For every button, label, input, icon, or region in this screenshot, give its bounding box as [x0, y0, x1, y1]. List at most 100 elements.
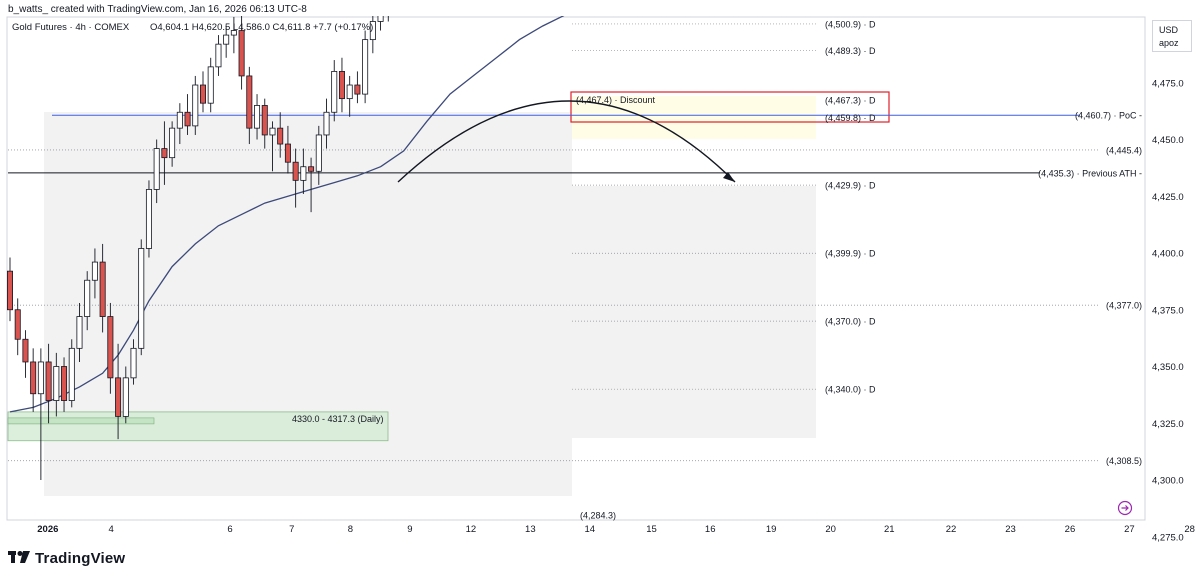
candle-body — [262, 105, 267, 135]
candle-body — [339, 71, 344, 98]
y-tick-label: 4,400.0 — [1152, 249, 1184, 260]
tradingview-logo-text: TradingView — [35, 550, 125, 567]
y-tick-label: 4,475.0 — [1152, 78, 1184, 89]
candle-body — [54, 367, 59, 401]
tradingview-logo[interactable]: TradingView — [8, 548, 125, 568]
candle-body — [177, 112, 182, 128]
candle-body — [247, 76, 252, 128]
candle[interactable] — [339, 58, 344, 112]
candle[interactable] — [23, 330, 28, 378]
price-chart[interactable]: (4,719.2)(4,650.8)(4,582.3)(4,513.9)(4,4… — [0, 16, 1200, 544]
x-tick-label: 26 — [1065, 524, 1076, 535]
x-tick-label: 15 — [646, 524, 657, 535]
candle-body — [324, 112, 329, 135]
candle-body — [131, 348, 136, 378]
x-tick-label: 9 — [407, 524, 412, 535]
candle-body — [278, 128, 283, 144]
d-level-label: (4,429.9) · D — [825, 181, 876, 191]
x-tick-label: 13 — [525, 524, 536, 535]
candle-body — [308, 167, 313, 172]
candle-body — [115, 378, 120, 417]
d-level-label: (4,370.0) · D — [825, 317, 876, 327]
candle-body — [38, 362, 43, 394]
y-tick-label: 4,350.0 — [1152, 362, 1184, 373]
candle[interactable] — [332, 60, 337, 121]
discount-label: (4,467.4) · Discount — [576, 95, 656, 105]
candle-body — [378, 16, 383, 21]
d-level-label: (4,489.3) · D — [825, 46, 876, 56]
poc-label: (4,460.7) · PoC - — [1075, 111, 1142, 121]
candle-body — [85, 280, 90, 316]
candle-body — [61, 367, 66, 401]
y-tick-label: 4,275.0 — [1152, 532, 1184, 543]
candle[interactable] — [193, 76, 198, 135]
x-tick-label: 14 — [584, 524, 595, 535]
zone-daily-label: 4330.0 - 4317.3 (Daily) — [292, 414, 384, 424]
d-level-label: (4,467.3) · D — [825, 96, 876, 106]
currency-label: USD — [1159, 24, 1191, 37]
candle-body — [208, 67, 213, 103]
candle[interactable] — [216, 35, 221, 76]
candle-body — [15, 310, 20, 340]
candle[interactable] — [355, 71, 360, 103]
candle[interactable] — [31, 348, 36, 412]
range-box-projection — [572, 186, 816, 438]
candle-body — [332, 71, 337, 112]
zone-daily-inner — [8, 418, 154, 424]
candle-body — [193, 85, 198, 126]
symbol-line: Gold Futures · 4h · COMEX — [12, 22, 130, 33]
candle-body — [108, 317, 113, 378]
candle-body — [285, 144, 290, 162]
candle-body — [216, 44, 221, 67]
candle[interactable] — [15, 298, 20, 355]
candle-body — [139, 248, 144, 348]
tradingview-logo-icon — [8, 551, 30, 565]
candle-body — [293, 162, 298, 180]
candle[interactable] — [378, 16, 383, 31]
x-tick-label: 16 — [705, 524, 716, 535]
candle-body — [69, 348, 74, 400]
candle-body — [162, 149, 167, 158]
currency-scale-box[interactable]: USD apoz — [1152, 20, 1192, 52]
candle-body — [92, 262, 97, 280]
candle[interactable] — [208, 58, 213, 112]
y-tick-label: 4,375.0 — [1152, 305, 1184, 316]
candle-body — [170, 128, 175, 158]
candle[interactable] — [7, 258, 12, 322]
header-credit: b_watts_ created with TradingView.com, J… — [8, 4, 307, 15]
candle-body — [347, 85, 352, 99]
d-level-label: (4,459.8) · D — [825, 113, 876, 123]
y-tick-label: 4,425.0 — [1152, 192, 1184, 203]
y-tick-label: 4,300.0 — [1152, 476, 1184, 487]
candle[interactable] — [69, 339, 74, 407]
x-tick-label: 6 — [227, 524, 232, 535]
candle-body — [224, 35, 229, 44]
candle-body — [100, 262, 105, 316]
candle-body — [123, 378, 128, 417]
range-low-label: (4,284.3) — [580, 511, 616, 521]
goto-realtime-icon[interactable] — [1119, 502, 1132, 515]
candle-body — [77, 317, 82, 349]
x-tick-label: 23 — [1005, 524, 1016, 535]
candle[interactable] — [139, 239, 144, 355]
previous-ath-label: (4,435.3) · Previous ATH - — [1038, 168, 1142, 178]
x-tick-label: 12 — [466, 524, 477, 535]
candle-body — [185, 112, 190, 126]
candle-body — [146, 189, 151, 248]
candle-body — [316, 135, 321, 171]
x-tick-label: 19 — [766, 524, 777, 535]
level-label: (4,377.0) — [1106, 301, 1142, 311]
candle-body — [200, 85, 205, 103]
candle-body — [254, 105, 259, 128]
x-tick-label: 20 — [825, 524, 836, 535]
y-tick-label: 4,325.0 — [1152, 419, 1184, 430]
candle-body — [363, 40, 368, 94]
candle[interactable] — [363, 31, 368, 104]
candle-body — [270, 128, 275, 135]
candle-body — [7, 271, 12, 310]
d-level-label: (4,399.9) · D — [825, 249, 876, 259]
candle-body — [301, 167, 306, 181]
candle[interactable] — [347, 76, 352, 117]
candle[interactable] — [146, 180, 151, 257]
candle[interactable] — [200, 71, 205, 112]
